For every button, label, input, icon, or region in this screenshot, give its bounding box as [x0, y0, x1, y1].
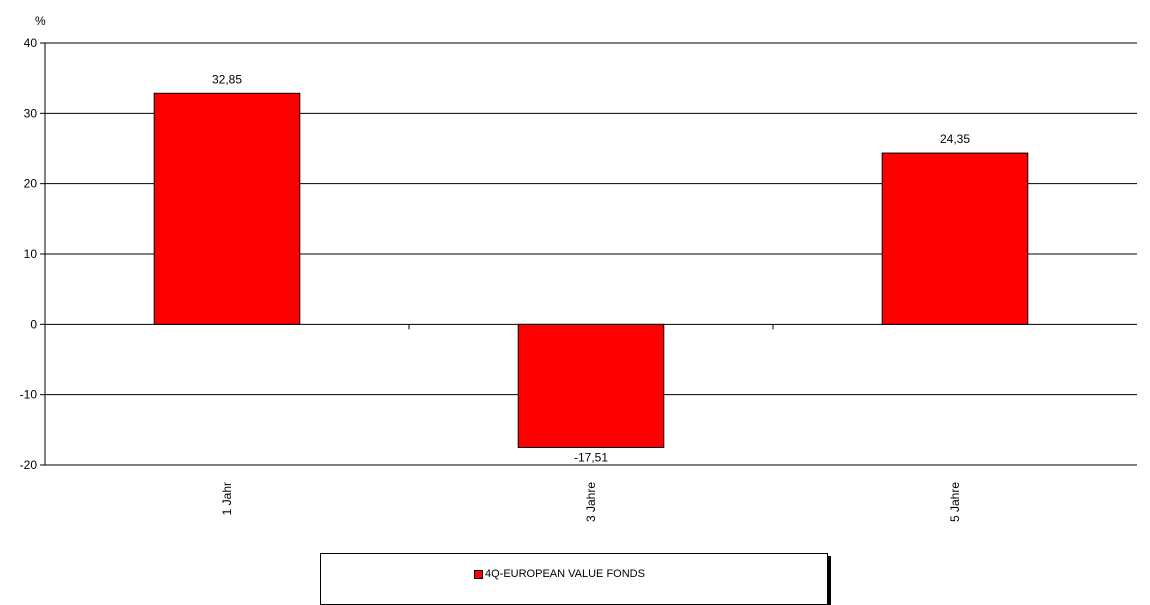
y-tick-label: 10	[24, 247, 38, 261]
x-tick-label: 1 Jahr	[220, 482, 234, 515]
bar	[517, 323, 665, 448]
data-label: -17,51	[574, 450, 608, 464]
y-tick-label: 20	[24, 177, 38, 191]
y-tick-label: 30	[24, 106, 38, 120]
y-tick-label: 0	[30, 317, 37, 331]
legend: 4Q-EUROPEAN VALUE FONDS	[320, 553, 828, 605]
y-axis-unit-label: %	[35, 14, 46, 28]
bar	[153, 92, 301, 325]
y-axis-ticks: 40 30 20 10 0 -10 -20	[20, 36, 45, 472]
data-label-bg	[565, 450, 617, 465]
data-label: 32,85	[212, 72, 242, 86]
legend-label: 4Q-EUROPEAN VALUE FONDS	[485, 568, 645, 580]
data-labels: 32,85 -17,51 24,35	[212, 72, 970, 465]
y-tick-label: -10	[20, 388, 38, 402]
legend-swatch	[474, 569, 483, 579]
x-tick-label: 5 Jahre	[948, 482, 962, 522]
legend-item: 4Q-EUROPEAN VALUE FONDS	[474, 568, 645, 580]
bars	[153, 92, 1029, 448]
data-label: 24,35	[940, 132, 970, 146]
x-tick-label: 3 Jahre	[584, 482, 598, 522]
y-tick-label: -20	[20, 458, 38, 472]
x-axis-ticks: 1 Jahr 3 Jahre 5 Jahre	[220, 482, 962, 522]
y-tick-label: 40	[24, 36, 38, 50]
bar	[881, 152, 1029, 325]
